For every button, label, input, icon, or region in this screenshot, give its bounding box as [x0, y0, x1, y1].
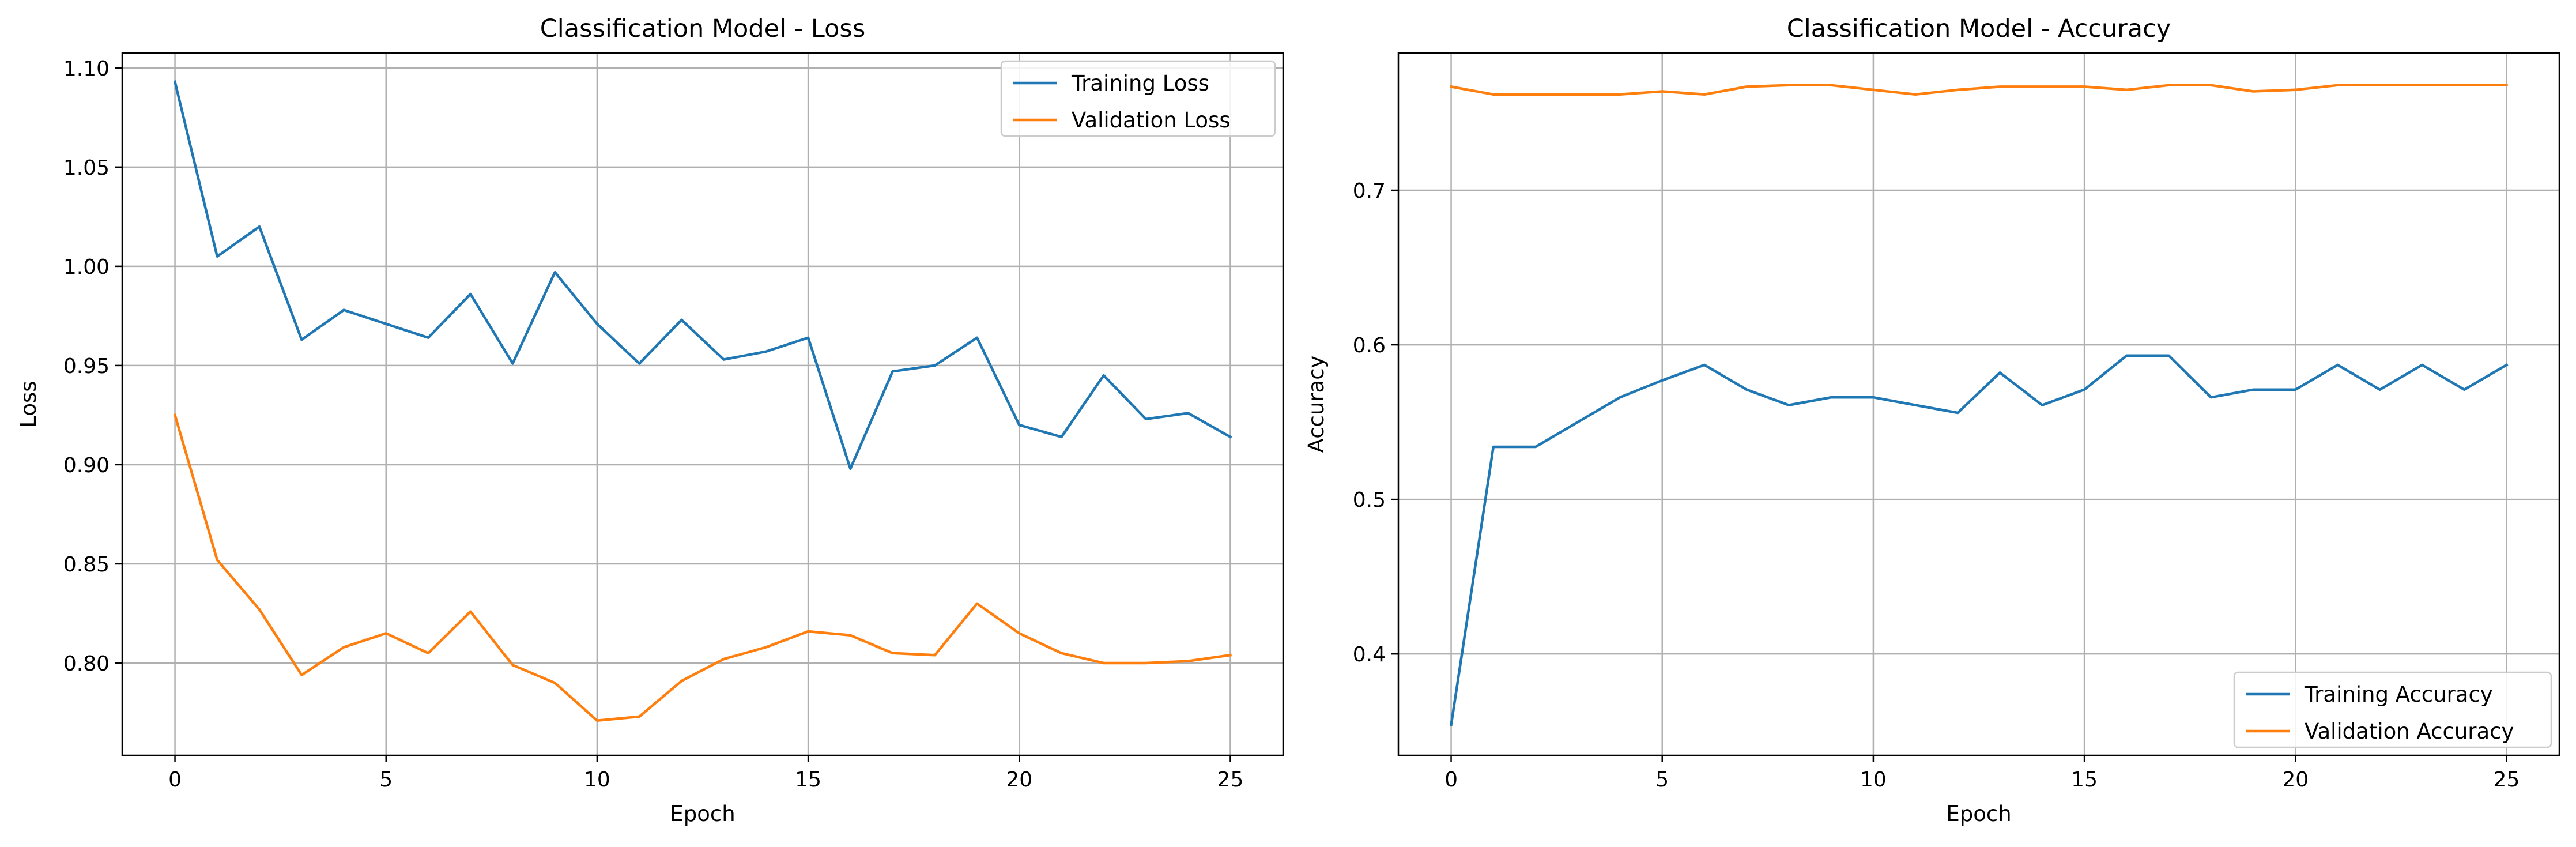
- loss-y-tick-label: 0.95: [63, 355, 110, 378]
- loss-y-tick-label: 0.80: [63, 652, 110, 676]
- accuracy-y-tick-label: 0.6: [1353, 334, 1386, 357]
- accuracy-x-tick-label: 15: [2071, 768, 2098, 792]
- loss-y-axis-label: Loss: [16, 381, 41, 427]
- accuracy-x-tick-label: 5: [1655, 768, 1669, 792]
- accuracy-plot-frame: [1397, 52, 2560, 756]
- accuracy-legend-label: Training Accuracy: [2304, 682, 2493, 707]
- loss-x-tick-label: 0: [168, 768, 182, 792]
- accuracy-x-tick-label: 20: [2282, 768, 2309, 792]
- loss-x-tick-label: 20: [1006, 768, 1032, 792]
- loss-y-tick-label: 1.00: [63, 255, 110, 279]
- accuracy-y-tick-label: 0.7: [1353, 179, 1386, 203]
- loss-legend-label: Training Loss: [1071, 71, 1209, 96]
- accuracy-legend: Training Accuracy Validation Accuracy: [2233, 671, 2552, 748]
- accuracy-y-tick-label: 0.4: [1353, 643, 1386, 667]
- loss-x-tick-label: 15: [795, 768, 821, 792]
- loss-y-tick-label: 1.10: [63, 57, 110, 81]
- loss-y-tick-label: 0.90: [63, 454, 110, 477]
- loss-legend-label: Validation Loss: [1072, 108, 1231, 133]
- loss-chart-title: Classification Model - Loss: [540, 14, 865, 43]
- loss-plot-frame: [121, 52, 1284, 756]
- loss-legend: Training Loss Validation Loss: [1000, 60, 1276, 137]
- accuracy-chart-panel: 0 5 10 15 20 25 0.4 0.5 0.6 0.7 Classification Mod…: [1304, 14, 2560, 826]
- loss-legend-box: [1000, 60, 1276, 137]
- accuracy-legend-box: [2233, 671, 2552, 748]
- accuracy-chart-title: Classification Model - Accuracy: [1787, 14, 2171, 43]
- accuracy-y-tick-label: 0.5: [1353, 488, 1386, 512]
- loss-x-tick-label: 5: [379, 768, 393, 792]
- loss-x-tick-label: 25: [1217, 768, 1244, 792]
- accuracy-y-axis-label: Accuracy: [1304, 356, 1329, 453]
- loss-chart-panel: 0 5 10 15 20 25 0.80 0.85 0.90 0.95 1.00 1.05 1.10 Cl…: [16, 14, 1284, 826]
- loss-x-tick-label: 10: [584, 768, 610, 792]
- accuracy-legend-label: Validation Accuracy: [2305, 719, 2514, 744]
- accuracy-series-validation-line: [1449, 84, 2508, 96]
- loss-series-validation-line: [173, 413, 1232, 722]
- loss-y-tick-label: 1.05: [63, 156, 110, 180]
- accuracy-series-training-line: [1449, 354, 2509, 727]
- loss-y-tick-label: 0.85: [63, 553, 110, 577]
- loss-x-axis-label: Epoch: [670, 801, 735, 826]
- accuracy-x-tick-label: 25: [2494, 768, 2520, 792]
- loss-series-training-line: [173, 80, 1232, 470]
- accuracy-x-tick-label: 10: [1860, 768, 1887, 792]
- accuracy-x-axis-label: Epoch: [1946, 801, 2011, 826]
- accuracy-x-tick-label: 0: [1444, 768, 1458, 792]
